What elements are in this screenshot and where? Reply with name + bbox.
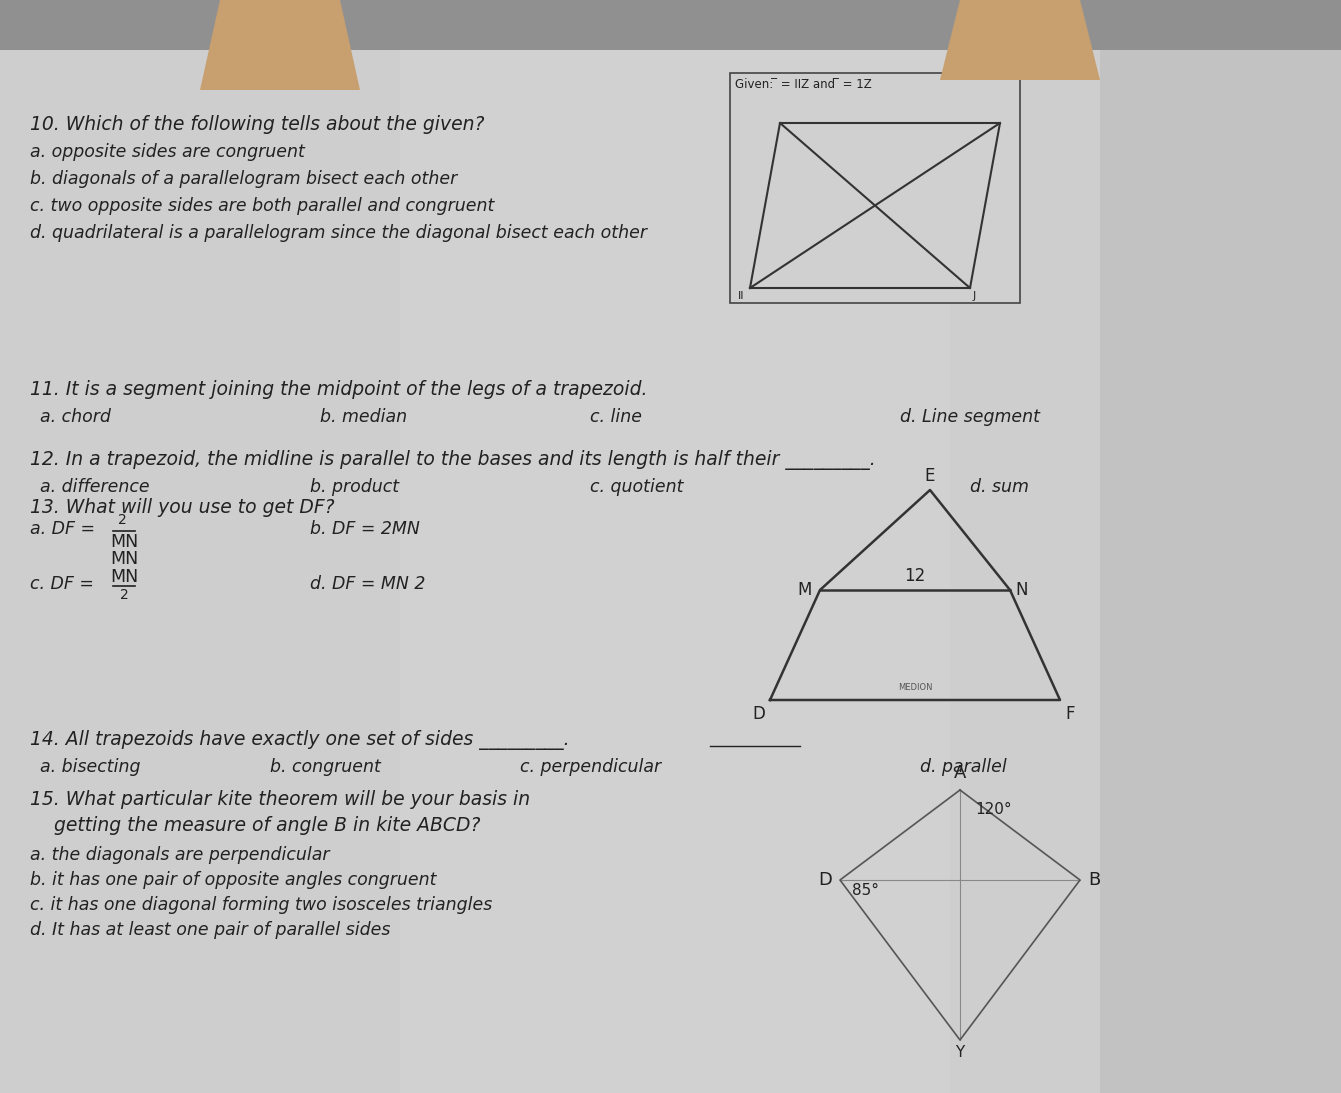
Text: D: D [818,871,831,889]
Text: a. DF =: a. DF = [30,520,95,538]
Text: b. congruent: b. congruent [270,759,381,776]
Text: J: J [974,291,976,301]
Polygon shape [200,0,359,90]
Text: c. two opposite sides are both parallel and congruent: c. two opposite sides are both parallel … [30,197,495,215]
Text: 13. What will you use to get DF?: 13. What will you use to get DF? [30,498,335,517]
Text: MN: MN [110,533,138,551]
Text: b. diagonals of a parallelogram bisect each other: b. diagonals of a parallelogram bisect e… [30,171,457,188]
Text: A: A [953,764,966,781]
Text: MEDION: MEDION [897,683,932,692]
Text: 2: 2 [118,513,127,527]
Text: II: II [738,291,744,301]
Text: c. perpendicular: c. perpendicular [520,759,661,776]
Text: c. DF =: c. DF = [30,575,94,593]
Text: D: D [752,705,764,722]
Text: a. bisecting: a. bisecting [40,759,141,776]
Text: d. Line segment: d. Line segment [900,408,1041,426]
Text: d. quadrilateral is a parallelogram since the diagonal bisect each other: d. quadrilateral is a parallelogram sinc… [30,224,646,242]
Text: M: M [798,581,813,599]
Text: 15. What particular kite theorem will be your basis in: 15. What particular kite theorem will be… [30,790,530,809]
Text: a. the diagonals are perpendicular: a. the diagonals are perpendicular [30,846,330,863]
Text: b. DF = 2MN: b. DF = 2MN [310,520,420,538]
Polygon shape [940,0,1100,80]
Text: 10. Which of the following tells about the given?: 10. Which of the following tells about t… [30,115,484,134]
Text: 120°: 120° [975,802,1011,816]
Text: 2: 2 [119,588,129,602]
Text: MN: MN [110,550,138,568]
Text: c. it has one diagonal forming two isosceles triangles: c. it has one diagonal forming two isosc… [30,896,492,914]
Text: F: F [1065,705,1074,722]
Text: d. It has at least one pair of parallel sides: d. It has at least one pair of parallel … [30,921,390,939]
Text: 85°: 85° [852,883,878,898]
Text: b. it has one pair of opposite angles congruent: b. it has one pair of opposite angles co… [30,871,437,889]
Text: MN: MN [110,568,138,586]
Text: a. opposite sides are congruent: a. opposite sides are congruent [30,143,304,161]
Text: a. chord: a. chord [40,408,111,426]
FancyBboxPatch shape [730,73,1021,303]
Text: 12. In a trapezoid, the midline is parallel to the bases and its length is half : 12. In a trapezoid, the midline is paral… [30,450,876,470]
Text: 14. All trapezoids have exactly one set of sides _________.: 14. All trapezoids have exactly one set … [30,730,570,750]
FancyBboxPatch shape [400,50,949,1093]
FancyBboxPatch shape [1100,50,1341,1093]
Text: b. median: b. median [320,408,408,426]
Text: E: E [925,467,935,485]
Text: 11. It is a segment joining the midpoint of the legs of a trapezoid.: 11. It is a segment joining the midpoint… [30,380,648,399]
Text: d. sum: d. sum [970,478,1029,496]
Text: Given: ̅̅ = IIZ and ̅̅ = 1Z: Given: ̅̅ = IIZ and ̅̅ = 1Z [735,78,872,91]
Text: d. parallel: d. parallel [920,759,1007,776]
Text: a. difference: a. difference [40,478,150,496]
FancyBboxPatch shape [0,50,1341,1093]
Text: B: B [1088,871,1100,889]
Text: getting the measure of angle B in kite ABCD?: getting the measure of angle B in kite A… [30,816,480,835]
Text: N: N [1015,581,1027,599]
Text: c. quotient: c. quotient [590,478,684,496]
Text: c. line: c. line [590,408,642,426]
Text: Y: Y [955,1045,964,1060]
Text: d. DF = MN 2: d. DF = MN 2 [310,575,425,593]
Text: b. product: b. product [310,478,400,496]
Text: 12: 12 [904,567,925,585]
